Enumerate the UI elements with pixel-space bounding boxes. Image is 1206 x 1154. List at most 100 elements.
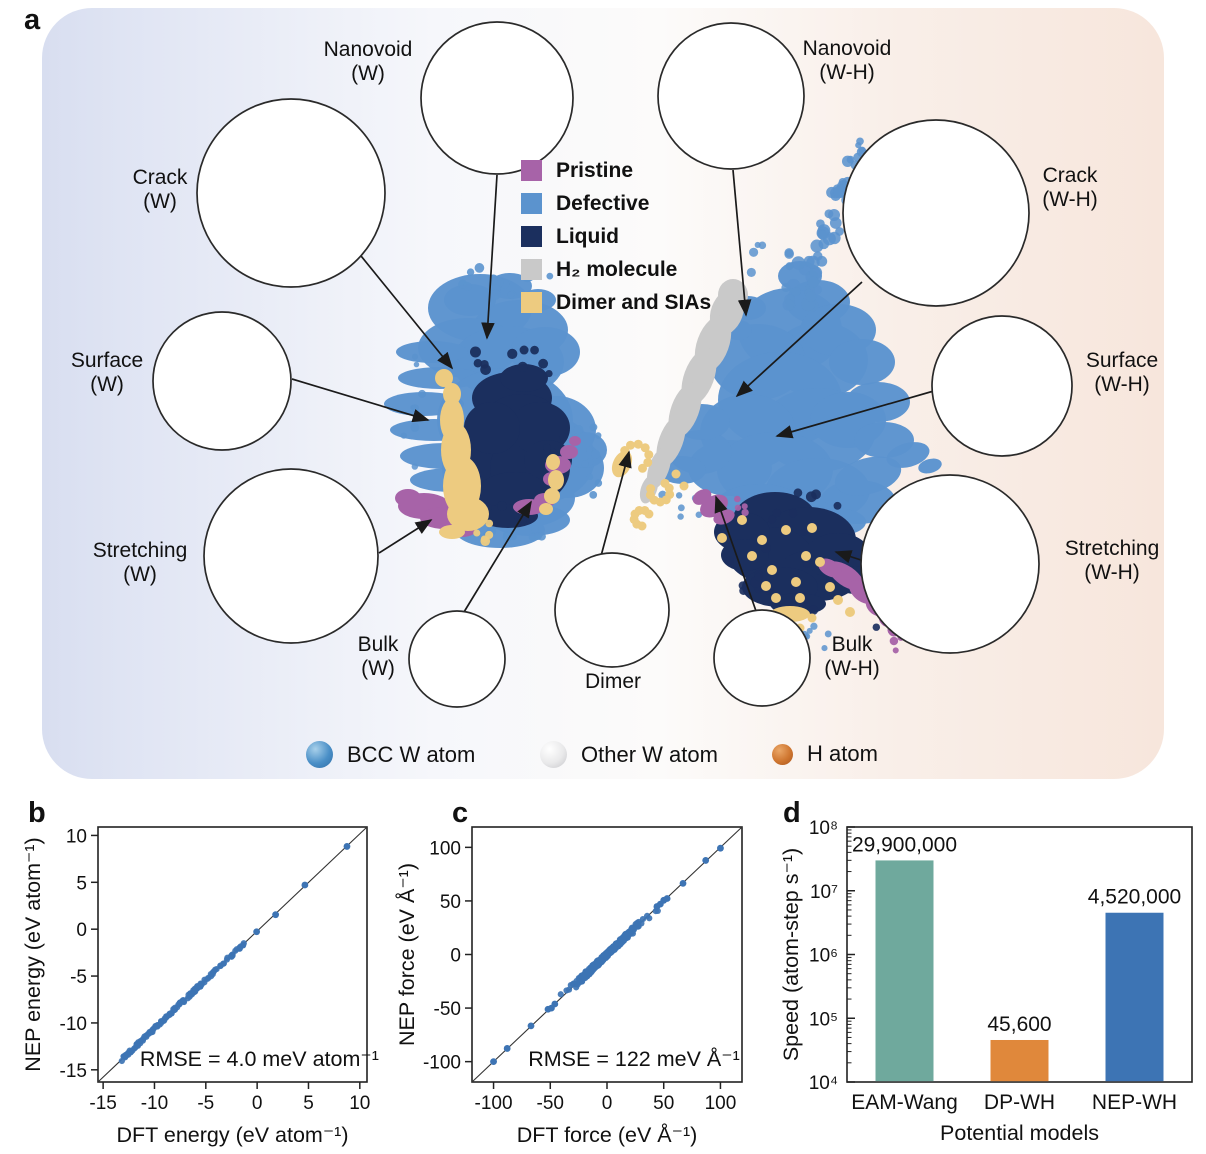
category-legend: Pristine Defective Liquid H₂ molecule Dimer … xyxy=(521,158,711,323)
panel-a-letter: a xyxy=(24,4,41,36)
svg-text:-15: -15 xyxy=(60,1061,87,1082)
inset-label-bulk-w: Bulk (W) xyxy=(357,632,399,680)
atom-legend-item-0: BCC W atom xyxy=(306,741,475,768)
inset-label-crack-wh: Crack (W-H) xyxy=(1042,163,1098,211)
svg-text:4,520,000: 4,520,000 xyxy=(1088,886,1181,909)
svg-text:-50: -50 xyxy=(537,1093,564,1114)
svg-text:0: 0 xyxy=(602,1093,613,1114)
svg-text:45,600: 45,600 xyxy=(987,1013,1051,1036)
svg-text:-10: -10 xyxy=(141,1093,168,1114)
svg-text:10⁸: 10⁸ xyxy=(809,818,838,839)
inset-crack-w xyxy=(196,98,386,288)
legend-label: Liquid xyxy=(556,224,619,248)
atom-sphere-icon xyxy=(772,743,793,765)
scatter-cloud-w xyxy=(384,263,607,548)
inset-stretching-w xyxy=(203,468,379,644)
svg-text:-100: -100 xyxy=(423,1053,461,1074)
inset-bulk-w xyxy=(408,610,506,708)
scatter-cloud-wh xyxy=(611,137,942,654)
legend-row-1: Defective xyxy=(521,191,711,216)
atom-legend-label: Other W atom xyxy=(581,741,718,767)
inset-dimer xyxy=(554,552,670,668)
legend-label: Defective xyxy=(556,191,650,215)
svg-text:0: 0 xyxy=(76,920,87,941)
svg-text:-5: -5 xyxy=(70,967,87,988)
atom-legend-item-2: H atom xyxy=(772,741,878,767)
svg-text:0: 0 xyxy=(252,1093,263,1114)
svg-text:NEP energy (eV atom⁻¹): NEP energy (eV atom⁻¹) xyxy=(21,837,45,1071)
svg-text:10: 10 xyxy=(66,826,87,847)
atom-legend-label: BCC W atom xyxy=(347,741,476,767)
atom-sphere-icon xyxy=(306,741,333,768)
inset-label-surface-w: Surface (W) xyxy=(70,348,144,396)
legend-row-0: Pristine xyxy=(521,158,711,183)
svg-text:-50: -50 xyxy=(434,999,461,1020)
svg-text:EAM-Wang: EAM-Wang xyxy=(851,1091,958,1114)
svg-text:10⁴: 10⁴ xyxy=(809,1073,838,1094)
svg-text:5: 5 xyxy=(76,873,87,894)
inset-label-nanovoid-w: Nanovoid (W) xyxy=(323,37,413,85)
inset-label-dimer: Dimer xyxy=(585,669,641,693)
svg-text:10⁶: 10⁶ xyxy=(809,946,838,967)
inset-crack-wh xyxy=(842,119,1030,307)
inset-bulk-wh xyxy=(713,609,811,707)
inset-label-crack-w: Crack (W) xyxy=(132,165,188,213)
bar-DP-WH xyxy=(990,1039,1049,1082)
svg-text:-15: -15 xyxy=(89,1093,116,1114)
annotation-arrows xyxy=(291,169,959,613)
svg-text:50: 50 xyxy=(653,1093,674,1114)
panel-c-letter: c xyxy=(452,797,469,829)
inset-nanovoid-wh xyxy=(657,22,805,170)
legend-row-4: Dimer and SIAs xyxy=(521,290,711,315)
svg-text:-5: -5 xyxy=(197,1093,214,1114)
inset-label-nanovoid-wh: Nanovoid (W-H) xyxy=(802,36,892,84)
atom-legend-label: H atom xyxy=(807,741,878,766)
svg-text:50: 50 xyxy=(440,892,461,913)
legend-row-2: Liquid xyxy=(521,224,711,249)
inset-label-surface-wh: Surface (W-H) xyxy=(1085,348,1159,396)
legend-swatch-icon xyxy=(521,226,542,247)
legend-label: Pristine xyxy=(556,158,634,182)
inset-surface-w xyxy=(152,311,292,451)
legend-swatch-icon xyxy=(521,292,542,313)
inset-label-stretching-wh: Stretching (W-H) xyxy=(1064,536,1160,584)
inset-label-bulk-wh: Bulk (W-H) xyxy=(824,632,880,680)
svg-text:29,900,000: 29,900,000 xyxy=(852,833,957,856)
legend-row-3: H₂ molecule xyxy=(521,257,711,282)
inset-nanovoid-w xyxy=(420,21,574,175)
svg-text:5: 5 xyxy=(303,1093,314,1114)
panel-a xyxy=(42,8,1164,779)
legend-swatch-icon xyxy=(521,160,542,181)
svg-text:100: 100 xyxy=(705,1093,737,1114)
svg-text:10⁵: 10⁵ xyxy=(809,1009,838,1030)
panel-b-letter: b xyxy=(28,797,46,829)
panel-d: 10⁴ 10⁵ 10⁶ 10⁷ 10⁸ 29,900,000 EAM-Wang 45,600 D… xyxy=(779,818,1193,1145)
bar-NEP-WH xyxy=(1105,912,1164,1082)
svg-text:Potential models: Potential models xyxy=(940,1121,1099,1145)
atom-legend-item-1: Other W atom xyxy=(540,741,718,768)
svg-text:DFT energy (eV atom⁻¹): DFT energy (eV atom⁻¹) xyxy=(117,1123,349,1147)
svg-text:Speed (atom-step s⁻¹): Speed (atom-step s⁻¹) xyxy=(779,848,803,1061)
inset-label-stretching-w: Stretching (W) xyxy=(92,538,188,586)
svg-text:10⁷: 10⁷ xyxy=(810,882,838,903)
atom-sphere-icon xyxy=(540,741,567,768)
svg-text:DFT force (eV Å⁻¹): DFT force (eV Å⁻¹) xyxy=(517,1123,698,1147)
inset-surface-wh xyxy=(931,315,1073,457)
panel-d-letter: d xyxy=(783,797,801,829)
inset-stretching-wh xyxy=(860,474,1040,654)
svg-text:10: 10 xyxy=(349,1093,370,1114)
legend-swatch-icon xyxy=(521,193,542,214)
svg-text:RMSE = 4.0 meV atom⁻¹: RMSE = 4.0 meV atom⁻¹ xyxy=(140,1047,379,1071)
svg-text:NEP force (eV Å⁻¹): NEP force (eV Å⁻¹) xyxy=(395,863,419,1046)
svg-text:-10: -10 xyxy=(60,1014,87,1035)
legend-swatch-icon xyxy=(521,259,542,280)
panel-c: -100 -50 0 50 100 -100 -50 0 50 100 RMSE = 122 meV… xyxy=(395,826,743,1147)
svg-text:100: 100 xyxy=(429,838,461,859)
svg-text:NEP-WH: NEP-WH xyxy=(1092,1091,1177,1114)
svg-text:DP-WH: DP-WH xyxy=(984,1091,1055,1114)
legend-label: H₂ molecule xyxy=(556,257,678,281)
svg-text:0: 0 xyxy=(450,946,461,967)
panel-b: -15 -10 -5 0 5 10 -15 -10 -5 0 5 10 RMSE = 4.0 meV a… xyxy=(21,826,379,1147)
